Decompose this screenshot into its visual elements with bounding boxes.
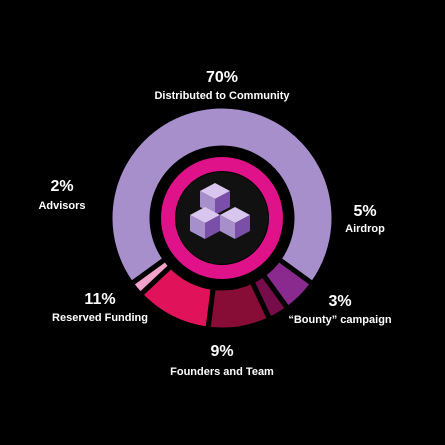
category-label: Advisors xyxy=(38,200,85,212)
category-label: Founders and Team xyxy=(170,366,274,378)
category-label: “Bounty” campaign xyxy=(288,314,392,326)
value-label: 70% xyxy=(206,69,238,86)
category-label: Distributed to Community xyxy=(154,90,290,102)
value-label: 5% xyxy=(353,203,376,220)
category-label: Reserved Funding xyxy=(52,312,148,324)
value-label: 11% xyxy=(84,291,115,308)
category-label: Airdrop xyxy=(345,223,385,235)
value-label: 9% xyxy=(210,343,233,360)
center-ring xyxy=(161,157,283,279)
segment xyxy=(127,255,175,299)
cube-icon xyxy=(190,183,250,239)
value-label: 3% xyxy=(328,293,351,310)
segment xyxy=(107,103,337,288)
value-label: 2% xyxy=(50,178,73,195)
